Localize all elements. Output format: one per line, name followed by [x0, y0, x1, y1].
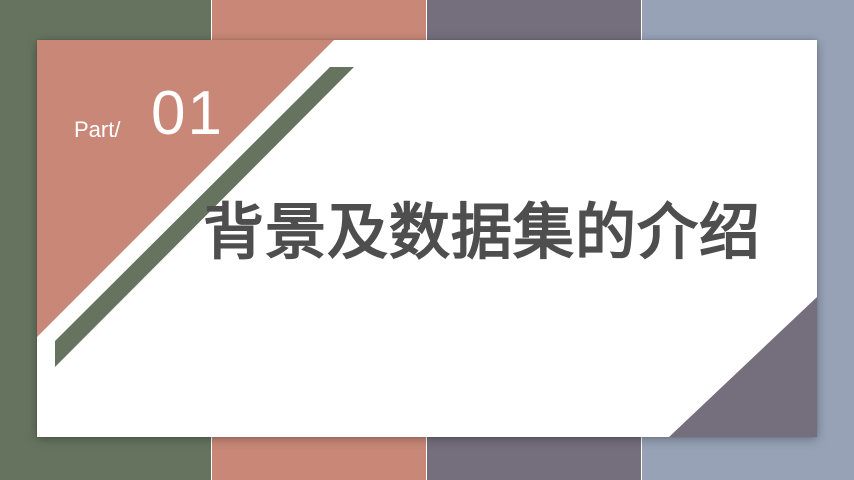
- green-diagonal-band: [55, 67, 354, 367]
- title-card: Part/ 01 背景及数据集的介绍: [37, 40, 817, 437]
- terracotta-corner-triangle: [37, 40, 334, 337]
- purple-corner-triangle: [669, 297, 817, 437]
- section-title: 背景及数据集的介绍: [203, 197, 762, 268]
- part-label: Part/: [74, 117, 121, 142]
- part-number: 01: [151, 79, 224, 148]
- card-decoration: [37, 40, 817, 437]
